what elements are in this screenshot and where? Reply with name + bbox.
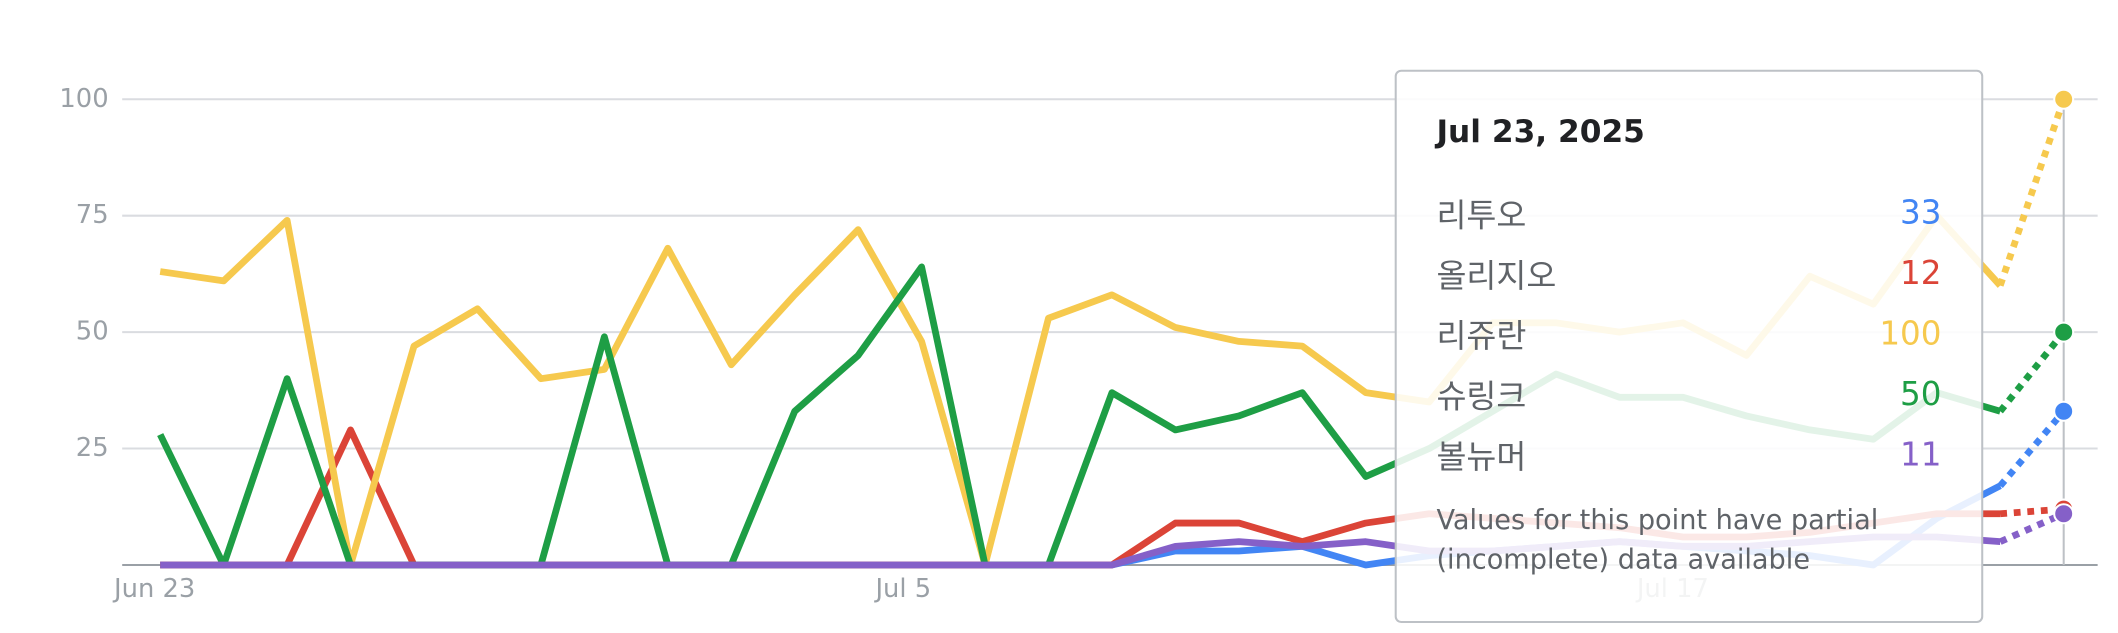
- y-tick-label: 100: [59, 84, 108, 114]
- y-tick-label: 25: [76, 433, 109, 463]
- tooltip-series-value: 50: [1900, 375, 1941, 413]
- tooltip-note: (incomplete) data available: [1436, 544, 1810, 575]
- point-marker: [2053, 503, 2075, 525]
- tooltip-series-name: 올리지오: [1436, 257, 1556, 295]
- tooltip-box: [1394, 69, 1984, 623]
- point-marker: [2053, 321, 2075, 343]
- y-tick-label: 75: [76, 200, 109, 230]
- x-tick-label: Jun 23: [112, 574, 195, 604]
- point-marker: [2053, 400, 2075, 422]
- tooltip: Jul 23, 2025 Values for this point have …: [1394, 69, 1984, 623]
- x-tick-label: Jul 5: [873, 574, 931, 604]
- tooltip-series-value: 11: [1900, 435, 1941, 473]
- tooltip-title: Jul 23, 2025: [1434, 114, 1644, 150]
- tooltip-series-name: 슈링크: [1436, 378, 1526, 416]
- tooltip-series-name: 볼뉴머: [1436, 438, 1526, 476]
- y-tick-label: 50: [76, 317, 109, 347]
- tooltip-series-value: 12: [1900, 254, 1941, 292]
- point-marker: [2053, 88, 2075, 110]
- tooltip-series-name: 리쥬란: [1436, 317, 1526, 355]
- tooltip-series-name: 리투오: [1436, 196, 1526, 234]
- tooltip-series-value: 100: [1879, 315, 1941, 353]
- tooltip-series-value: 33: [1900, 194, 1941, 232]
- tooltip-note: Values for this point have partial: [1436, 505, 1878, 536]
